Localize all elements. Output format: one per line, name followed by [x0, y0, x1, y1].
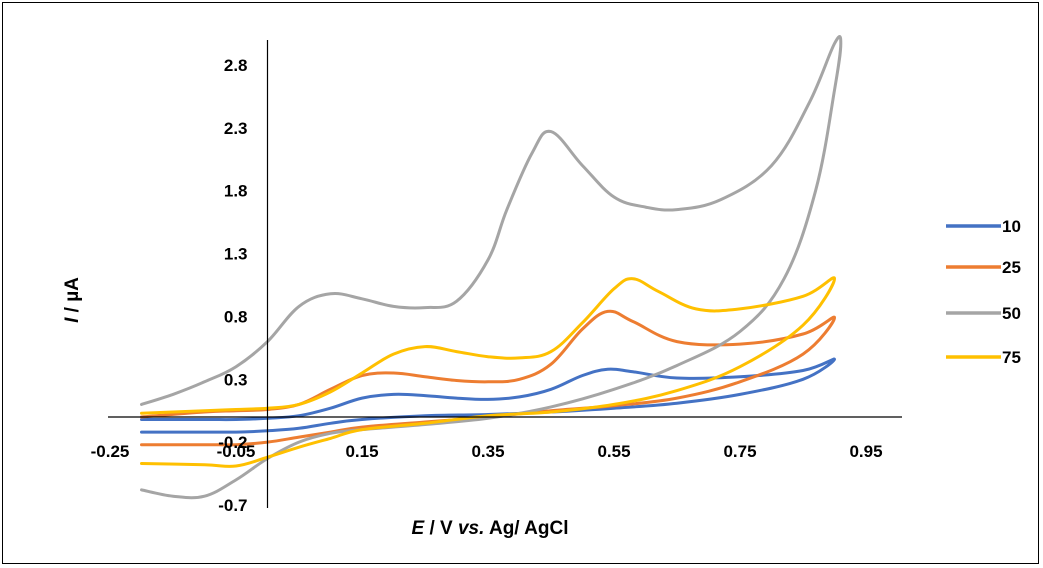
y-tick-label: 0.3 [224, 370, 248, 389]
x-tick-label: 0.95 [849, 442, 882, 461]
x-tick-label: 0.55 [597, 442, 630, 461]
series-line-75 [140, 276, 836, 468]
legend-label-50: 50 [1002, 304, 1021, 323]
y-tick-label: 2.8 [224, 56, 248, 75]
x-tick-label: -0.25 [91, 442, 130, 461]
y-tick-label: 0.8 [224, 307, 248, 326]
legend-label-10: 10 [1002, 217, 1021, 236]
x-tick-label: -0.05 [217, 442, 256, 461]
y-tick-label: 1.8 [224, 182, 248, 201]
legend-label-75: 75 [1002, 348, 1021, 367]
y-tick-label: 2.3 [224, 119, 248, 138]
series-curves [140, 35, 843, 500]
legend-label-25: 25 [1002, 258, 1021, 277]
x-tick-labels: -0.25 -0.05 0.15 0.35 0.55 0.75 0.95 [91, 442, 883, 461]
x-tick-label: 0.75 [723, 442, 756, 461]
x-axis-title: E / V vs. Ag/ AgCl [412, 518, 569, 539]
y-tick-labels: 2.8 2.3 1.8 1.3 0.8 0.3 -0.2 -0.7 [218, 56, 247, 515]
legend: 10 25 50 75 [946, 217, 1021, 367]
y-axis-title: I / µA [62, 277, 83, 323]
x-tick-label: 0.35 [471, 442, 504, 461]
axes [108, 40, 902, 508]
x-tick-label: 0.15 [345, 442, 378, 461]
y-tick-label: -0.7 [218, 496, 247, 515]
series-line-50 [140, 35, 843, 500]
y-tick-label: -0.2 [218, 433, 247, 452]
y-tick-label: 1.3 [224, 245, 248, 264]
